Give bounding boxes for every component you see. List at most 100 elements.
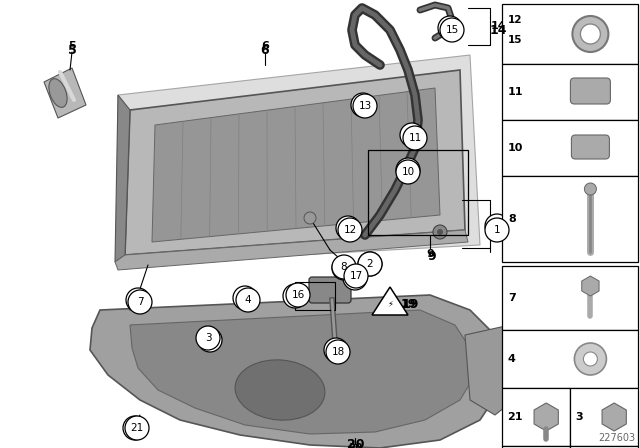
Circle shape xyxy=(580,24,600,44)
Circle shape xyxy=(336,216,360,240)
Ellipse shape xyxy=(49,79,67,108)
Bar xyxy=(502,388,570,446)
Polygon shape xyxy=(152,88,440,242)
Polygon shape xyxy=(118,55,480,265)
Bar xyxy=(502,176,638,262)
Circle shape xyxy=(584,183,596,195)
Circle shape xyxy=(400,123,424,147)
Bar xyxy=(502,446,570,448)
Circle shape xyxy=(485,214,509,238)
Ellipse shape xyxy=(401,160,415,170)
Text: 13: 13 xyxy=(356,100,370,110)
Bar xyxy=(368,150,468,235)
Text: 2: 2 xyxy=(367,259,373,269)
Circle shape xyxy=(437,229,443,235)
Text: 16: 16 xyxy=(289,291,301,301)
Text: 21: 21 xyxy=(129,423,141,433)
Text: 9: 9 xyxy=(426,249,434,259)
Circle shape xyxy=(283,284,307,308)
Ellipse shape xyxy=(235,360,325,420)
Circle shape xyxy=(485,218,509,242)
Text: 8: 8 xyxy=(340,263,348,273)
FancyBboxPatch shape xyxy=(572,135,609,159)
Bar xyxy=(502,64,638,120)
Text: 3: 3 xyxy=(575,412,582,422)
Text: 3: 3 xyxy=(205,333,211,343)
Text: 19: 19 xyxy=(400,299,416,309)
Text: 7: 7 xyxy=(137,297,143,307)
Text: 4: 4 xyxy=(242,293,248,303)
Circle shape xyxy=(584,352,597,366)
Text: 8: 8 xyxy=(508,214,516,224)
Text: 15: 15 xyxy=(445,25,459,35)
Circle shape xyxy=(358,252,382,276)
Circle shape xyxy=(331,340,341,350)
Text: 4: 4 xyxy=(508,354,516,364)
Text: 19: 19 xyxy=(401,298,419,311)
Text: 20: 20 xyxy=(348,438,365,448)
Text: 12: 12 xyxy=(341,223,355,233)
Text: 10: 10 xyxy=(401,167,415,177)
Text: 7: 7 xyxy=(134,295,141,305)
Text: 4: 4 xyxy=(244,295,252,305)
Circle shape xyxy=(343,266,367,290)
Polygon shape xyxy=(44,68,86,118)
Text: 11: 11 xyxy=(408,133,422,143)
Text: 17: 17 xyxy=(349,271,363,281)
Text: 5: 5 xyxy=(68,41,76,51)
Text: 8: 8 xyxy=(340,262,348,272)
Circle shape xyxy=(572,16,609,52)
Text: ⚡: ⚡ xyxy=(387,300,393,309)
Circle shape xyxy=(286,283,310,307)
Text: 6: 6 xyxy=(260,43,269,56)
Text: 16: 16 xyxy=(291,290,305,300)
Bar xyxy=(502,4,638,64)
Circle shape xyxy=(396,160,420,184)
Bar xyxy=(295,282,335,310)
Text: 227603: 227603 xyxy=(598,433,635,443)
Text: 7: 7 xyxy=(508,293,516,303)
Bar xyxy=(570,388,638,446)
FancyBboxPatch shape xyxy=(309,277,351,303)
Text: 15: 15 xyxy=(508,35,522,45)
Circle shape xyxy=(128,290,152,314)
Circle shape xyxy=(126,288,150,312)
Polygon shape xyxy=(372,287,408,315)
Circle shape xyxy=(324,338,348,362)
Text: 14: 14 xyxy=(490,21,506,31)
Circle shape xyxy=(396,158,420,182)
Ellipse shape xyxy=(406,127,419,137)
Bar xyxy=(502,120,638,176)
FancyBboxPatch shape xyxy=(570,78,611,104)
Circle shape xyxy=(123,416,147,440)
Bar xyxy=(570,446,638,448)
Circle shape xyxy=(433,225,447,239)
Circle shape xyxy=(438,16,462,40)
Circle shape xyxy=(403,126,427,150)
Circle shape xyxy=(332,256,356,280)
Text: 20: 20 xyxy=(348,443,362,448)
Text: 18: 18 xyxy=(332,347,344,357)
Bar xyxy=(502,330,638,388)
Text: 12: 12 xyxy=(508,15,522,25)
Bar xyxy=(502,266,638,330)
Text: 5: 5 xyxy=(68,43,76,56)
Polygon shape xyxy=(115,230,468,270)
Circle shape xyxy=(236,288,260,312)
Circle shape xyxy=(344,264,368,288)
Circle shape xyxy=(351,93,375,117)
Text: 10: 10 xyxy=(401,165,415,175)
Circle shape xyxy=(125,416,149,440)
Text: 18: 18 xyxy=(330,345,342,355)
Circle shape xyxy=(358,252,382,276)
Text: 1: 1 xyxy=(493,221,500,231)
Circle shape xyxy=(196,326,220,350)
Text: 10: 10 xyxy=(508,143,524,153)
Polygon shape xyxy=(125,70,465,255)
Polygon shape xyxy=(465,325,530,415)
Text: 6: 6 xyxy=(261,41,269,51)
Text: 11: 11 xyxy=(405,130,419,140)
Text: 1: 1 xyxy=(493,225,500,235)
Text: 12: 12 xyxy=(344,225,356,235)
Text: 13: 13 xyxy=(358,101,372,111)
